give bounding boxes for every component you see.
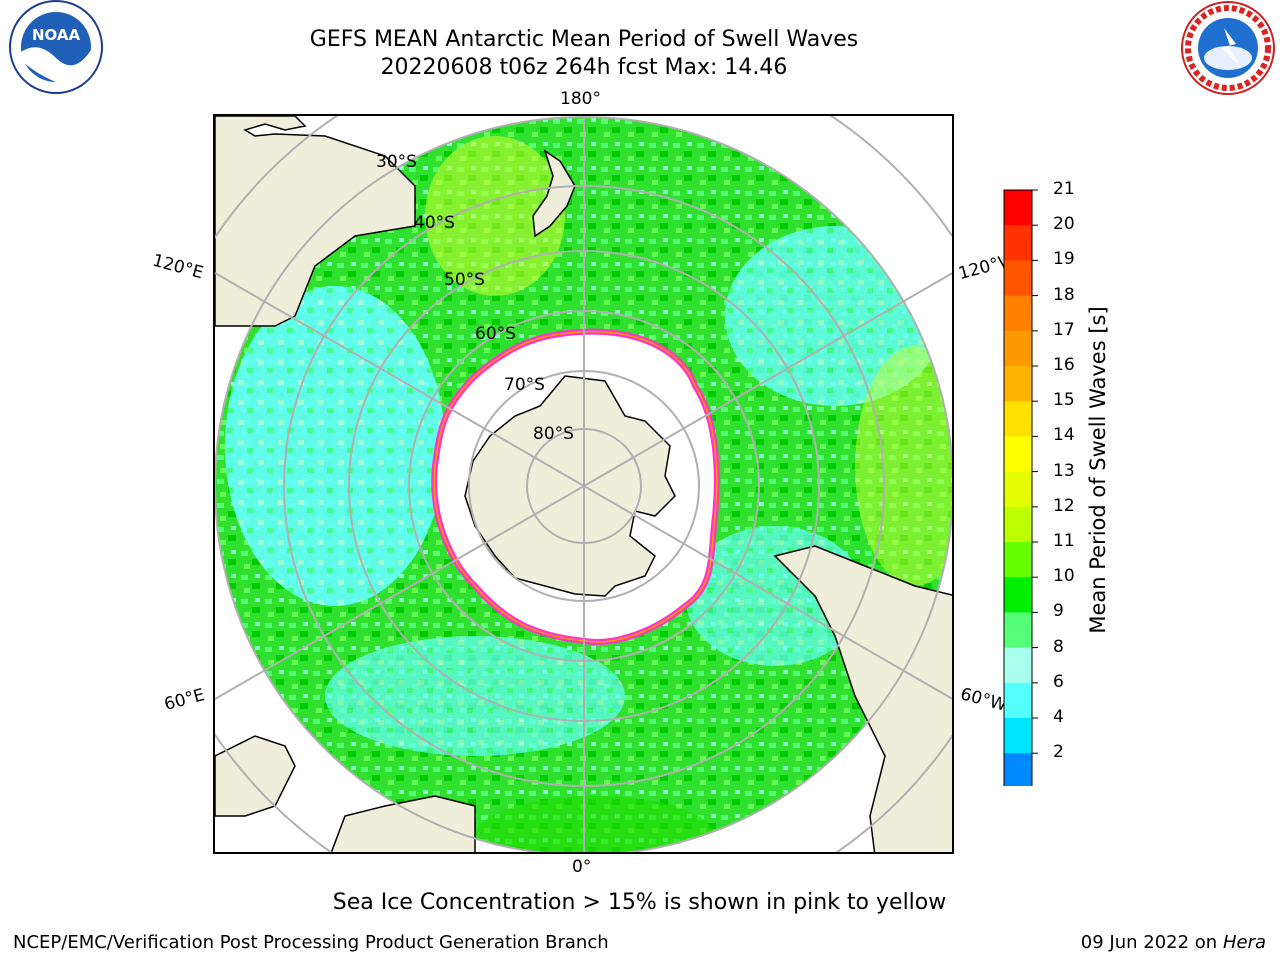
colorbar-tick-label: 21 [1053,179,1075,199]
sea-ice-edge-inner [433,330,718,643]
lon-label-120e: 120°E [150,250,206,284]
colorbar-tick-label: 20 [1053,214,1075,235]
lon-label-60e: 60°E [162,685,207,715]
nws-logo [1181,1,1275,95]
svg-text:NOAA: NOAA [32,26,81,44]
colorbar-segment [1004,612,1032,649]
land-africa [330,795,476,852]
colorbar-tick-label: 2 [1053,742,1064,763]
colorbar-tick-label: 6 [1053,671,1064,692]
chart-title: GEFS MEAN Antarctic Mean Period of Swell… [309,27,859,52]
date-text: 09 Jun 2022 on Hera [1081,932,1266,953]
colorbar-segment [1004,577,1032,613]
chart-subtitle: 20220608 t06z 264h fcst Max: 14.46 [380,55,788,80]
colorbar-tick-label: 16 [1053,355,1075,375]
noaa-logo: NOAA [9,0,103,94]
colorbar-segment [1004,682,1032,719]
colorbar-segment [1004,718,1032,754]
colorbar-tick-label: 15 [1053,390,1075,411]
land-madagascar [215,735,296,817]
colorbar-tick-label: 11 [1053,531,1075,551]
swell-region-low [225,286,445,606]
polar-map-canvas [215,116,952,852]
colorbar-tick-label: 18 [1053,284,1075,305]
colorbar-segment [1004,190,1032,226]
colorbar [1003,189,1038,786]
colorbar-tick-label: 9 [1053,601,1064,622]
colorbar-title: Mean Period of Swell Waves [s] [1086,306,1110,634]
host-name: Hera [1222,932,1266,953]
sea-ice-note: Sea Ice Concentration > 15% is shown in … [332,890,947,915]
colorbar-outline [1003,189,1033,786]
colorbar-segment [1004,753,1032,786]
colorbar-segment [1004,225,1032,261]
polar-map [213,114,954,854]
lat-label-40s: 40°S [414,213,455,233]
colorbar-tick-label: 13 [1053,460,1075,481]
colorbar-segment [1004,436,1032,473]
swell-region-low [325,636,625,756]
lon-label-180: 180° [560,89,601,109]
colorbar-tick-label: 17 [1053,319,1075,340]
land-antarctica [464,375,676,597]
colorbar-segment [1004,401,1032,437]
colorbar-segment [1004,542,1032,578]
lat-label-80s: 80°S [533,424,574,444]
swell-region-mid [475,796,715,852]
colorbar-tick-label: 19 [1053,249,1075,270]
lat-label-60s: 60°S [475,324,516,344]
colorbar-tick-label: 4 [1053,707,1064,727]
colorbar-segment [1004,647,1032,684]
land-south-america [773,545,952,852]
colorbar-segment [1004,471,1032,508]
colorbar-segment [1004,260,1032,297]
colorbar-tick-label: 14 [1053,425,1075,446]
graticule [215,116,952,852]
colorbar-segment [1004,295,1032,332]
lon-label-0: 0° [572,857,592,877]
lat-label-50s: 50°S [444,270,485,290]
credit-text: NCEP/EMC/Verification Post Processing Pr… [13,932,609,953]
colorbar-tick-label: 8 [1053,636,1064,657]
colorbar-segment [1004,330,1032,367]
colorbar-tick-label: 12 [1053,495,1075,516]
land-new-zealand [532,149,576,238]
lat-label-70s: 70°S [504,375,545,395]
date-value: 09 Jun 2022 on [1080,932,1218,953]
colorbar-tick-label: 10 [1053,566,1075,587]
colorbar-segment [1004,506,1032,543]
colorbar-segment [1004,366,1032,402]
swell-region-high [425,136,565,296]
lat-label-30s: 30°S [376,152,417,172]
